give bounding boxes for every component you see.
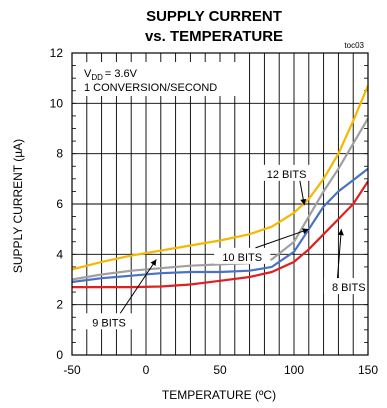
conditions-box: VDD = 3.6V 1 CONVERSION/SECOND [78, 62, 248, 96]
annotation-label: 9 BITS [92, 317, 126, 329]
chart-title: SUPPLY CURRENT [146, 8, 282, 25]
annotation-arrow [336, 229, 342, 279]
annotation-arrowhead [300, 198, 307, 206]
annotation-box [214, 247, 271, 264]
y-tick-label: 10 [50, 96, 64, 110]
grid [72, 53, 368, 355]
annotation-label: 8 BITS [332, 282, 366, 294]
y-tick-labels: 0 2 4 6 8 10 12 [50, 46, 64, 362]
x-axis-label: TEMPERATURE (ºC) [162, 388, 276, 402]
y-tick-label: 6 [56, 197, 63, 211]
y-tick-label: 8 [56, 147, 63, 161]
annotation-layer: 12 BITS 10 BITS 9 BITS 8 BITS [84, 164, 374, 330]
annotation-label: 10 BITS [222, 252, 262, 264]
series-line-12-bits [71, 85, 370, 271]
annotation-arrow [119, 259, 157, 314]
x-tick-labels: -50 0 50 100 150 [63, 363, 378, 377]
x-tick-label: 100 [284, 363, 304, 377]
figure-tag: toc03 [344, 41, 364, 50]
plot-frame [71, 52, 369, 356]
rate-condition: 1 CONVERSION/SECOND [84, 82, 217, 94]
x-tick-label: 50 [213, 363, 227, 377]
annotation-label: 12 BITS [267, 169, 307, 181]
x-tick-label: 150 [358, 363, 378, 377]
annotation-arrow [255, 228, 309, 249]
y-tick-label: 2 [56, 298, 63, 312]
y-tick-label: 0 [56, 348, 63, 362]
series-line-9-bits [72, 180, 369, 289]
annotation-box [258, 164, 315, 181]
vdd-value: = 3.6V [105, 68, 138, 80]
series-line-10-bits [71, 167, 369, 284]
y-axis-label: SUPPLY CURRENT (µA) [11, 139, 25, 273]
annotation-box [84, 313, 134, 330]
x-tick-label: 0 [143, 363, 150, 377]
y-tick-label: 12 [50, 46, 64, 60]
vdd-subscript: DD [91, 73, 103, 82]
annotation-arrowhead [302, 228, 309, 234]
annotation-box [323, 278, 374, 295]
x-tick-label: -50 [63, 363, 81, 377]
annotation-arrowhead [150, 259, 157, 267]
y-tick-label: 4 [56, 247, 63, 261]
annotation-arrowhead [337, 229, 344, 236]
conditions-background [78, 62, 248, 96]
chart-subtitle: vs. TEMPERATURE [145, 28, 283, 45]
